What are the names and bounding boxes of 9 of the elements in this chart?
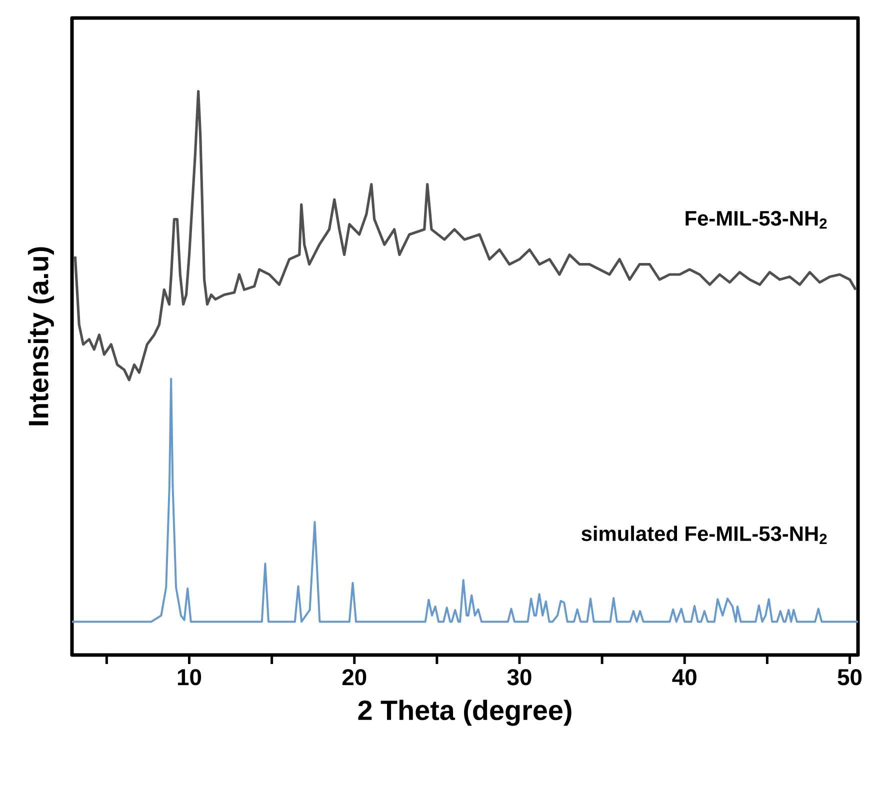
x-tick-label: 20 (342, 669, 366, 686)
x-axis-title: 2 Theta (degree) (358, 700, 572, 726)
x-tick-label: 30 (507, 669, 532, 686)
x-tick-label: 40 (672, 669, 696, 686)
x-tick-label: 50 (838, 669, 862, 686)
text: simulated Fe-MIL-53-NH$_{2}$ (582, 526, 827, 544)
series-label: Fe-MIL-53-NH$_{2}$ (686, 210, 827, 229)
x-tick-label: 10 (178, 669, 202, 686)
y-axis-title: Intensity (a.u) (28, 247, 54, 426)
